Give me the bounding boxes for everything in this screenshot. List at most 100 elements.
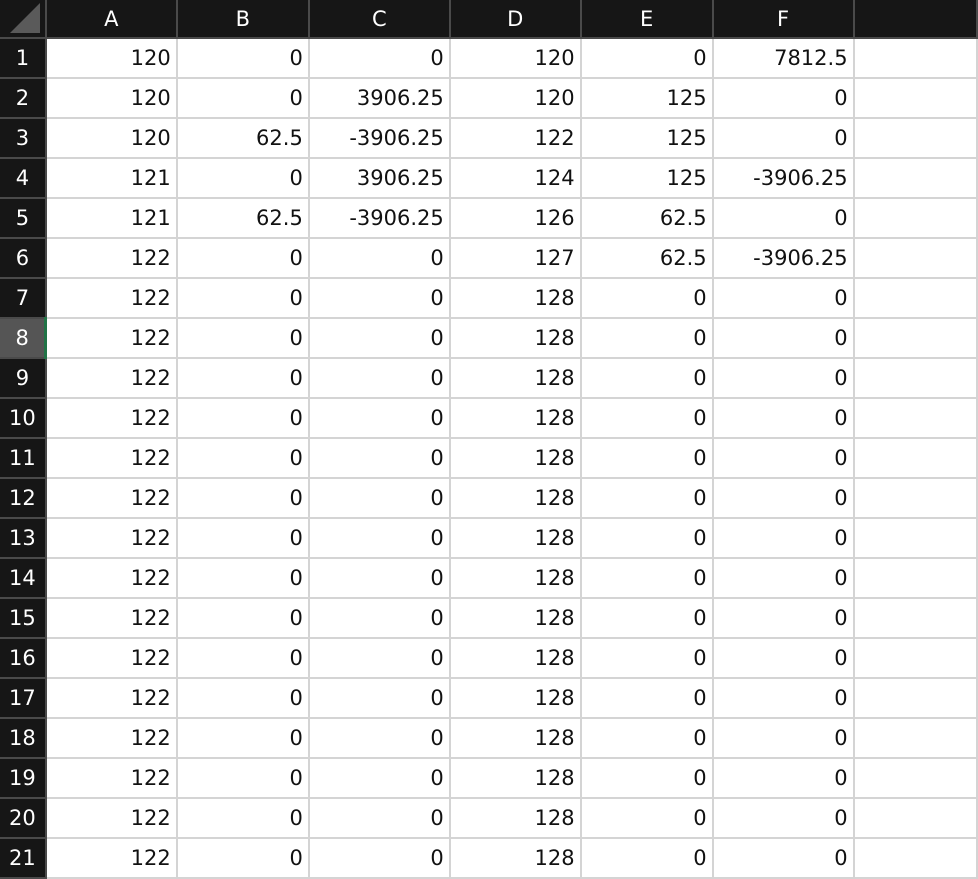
cell-b10[interactable]: 0 — [176, 398, 310, 439]
cell-e6[interactable]: 62.5 — [580, 238, 714, 279]
cell-e10[interactable]: 0 — [580, 398, 714, 439]
cell-next11[interactable] — [853, 438, 978, 479]
cell-f15[interactable]: 0 — [712, 598, 855, 639]
cell-a18[interactable]: 122 — [45, 718, 178, 759]
cell-f21[interactable]: 0 — [712, 838, 855, 879]
cell-f4[interactable]: -3906.25 — [712, 158, 855, 199]
cell-e9[interactable]: 0 — [580, 358, 714, 399]
cell-b2[interactable]: 0 — [176, 78, 310, 119]
cell-f6[interactable]: -3906.25 — [712, 238, 855, 279]
cell-d3[interactable]: 122 — [449, 118, 582, 159]
cell-c20[interactable]: 0 — [308, 798, 451, 839]
cell-e4[interactable]: 125 — [580, 158, 714, 199]
row-header-6[interactable]: 6 — [0, 238, 47, 279]
cell-f12[interactable]: 0 — [712, 478, 855, 519]
cell-next2[interactable] — [853, 78, 978, 119]
cell-a20[interactable]: 122 — [45, 798, 178, 839]
cell-b17[interactable]: 0 — [176, 678, 310, 719]
column-header-c[interactable]: C — [308, 0, 451, 39]
cell-c13[interactable]: 0 — [308, 518, 451, 559]
cell-b16[interactable]: 0 — [176, 638, 310, 679]
cell-e11[interactable]: 0 — [580, 438, 714, 479]
cell-d1[interactable]: 120 — [449, 38, 582, 79]
cell-e8[interactable]: 0 — [580, 318, 714, 359]
cell-e15[interactable]: 0 — [580, 598, 714, 639]
cell-e17[interactable]: 0 — [580, 678, 714, 719]
cell-a19[interactable]: 122 — [45, 758, 178, 799]
cell-next21[interactable] — [853, 838, 978, 879]
cell-b4[interactable]: 0 — [176, 158, 310, 199]
cell-c21[interactable]: 0 — [308, 838, 451, 879]
cell-next20[interactable] — [853, 798, 978, 839]
cell-a17[interactable]: 122 — [45, 678, 178, 719]
cell-f5[interactable]: 0 — [712, 198, 855, 239]
cell-e18[interactable]: 0 — [580, 718, 714, 759]
cell-d8[interactable]: 128 — [449, 318, 582, 359]
cell-d17[interactable]: 128 — [449, 678, 582, 719]
cell-next5[interactable] — [853, 198, 978, 239]
cell-b21[interactable]: 0 — [176, 838, 310, 879]
row-header-7[interactable]: 7 — [0, 278, 47, 319]
cell-f8[interactable]: 0 — [712, 318, 855, 359]
cell-next10[interactable] — [853, 398, 978, 439]
cell-c18[interactable]: 0 — [308, 718, 451, 759]
row-header-5[interactable]: 5 — [0, 198, 47, 239]
cell-e5[interactable]: 62.5 — [580, 198, 714, 239]
cell-e21[interactable]: 0 — [580, 838, 714, 879]
cell-b20[interactable]: 0 — [176, 798, 310, 839]
cell-f7[interactable]: 0 — [712, 278, 855, 319]
row-header-15[interactable]: 15 — [0, 598, 47, 639]
row-header-9[interactable]: 9 — [0, 358, 47, 399]
cell-d13[interactable]: 128 — [449, 518, 582, 559]
row-header-21[interactable]: 21 — [0, 838, 47, 879]
row-header-20[interactable]: 20 — [0, 798, 47, 839]
cell-c1[interactable]: 0 — [308, 38, 451, 79]
cell-b18[interactable]: 0 — [176, 718, 310, 759]
cell-a14[interactable]: 122 — [45, 558, 178, 599]
cell-a9[interactable]: 122 — [45, 358, 178, 399]
cell-c12[interactable]: 0 — [308, 478, 451, 519]
cell-next6[interactable] — [853, 238, 978, 279]
row-header-13[interactable]: 13 — [0, 518, 47, 559]
cell-e13[interactable]: 0 — [580, 518, 714, 559]
cell-d6[interactable]: 127 — [449, 238, 582, 279]
cell-c5[interactable]: -3906.25 — [308, 198, 451, 239]
cell-b12[interactable]: 0 — [176, 478, 310, 519]
cell-next18[interactable] — [853, 718, 978, 759]
cell-next13[interactable] — [853, 518, 978, 559]
cell-f13[interactable]: 0 — [712, 518, 855, 559]
cell-next15[interactable] — [853, 598, 978, 639]
cell-d5[interactable]: 126 — [449, 198, 582, 239]
cell-a6[interactable]: 122 — [45, 238, 178, 279]
row-header-19[interactable]: 19 — [0, 758, 47, 799]
cell-a21[interactable]: 122 — [45, 838, 178, 879]
cell-d11[interactable]: 128 — [449, 438, 582, 479]
cell-a11[interactable]: 122 — [45, 438, 178, 479]
row-header-4[interactable]: 4 — [0, 158, 47, 199]
cell-f10[interactable]: 0 — [712, 398, 855, 439]
cell-d4[interactable]: 124 — [449, 158, 582, 199]
row-header-17[interactable]: 17 — [0, 678, 47, 719]
cell-c16[interactable]: 0 — [308, 638, 451, 679]
row-header-1[interactable]: 1 — [0, 38, 47, 79]
select-all-button[interactable] — [0, 0, 47, 39]
cell-b9[interactable]: 0 — [176, 358, 310, 399]
column-header-e[interactable]: E — [580, 0, 714, 39]
cell-next14[interactable] — [853, 558, 978, 599]
cell-c19[interactable]: 0 — [308, 758, 451, 799]
row-header-14[interactable]: 14 — [0, 558, 47, 599]
column-header-f[interactable]: F — [712, 0, 855, 39]
cell-e16[interactable]: 0 — [580, 638, 714, 679]
cell-b5[interactable]: 62.5 — [176, 198, 310, 239]
row-header-18[interactable]: 18 — [0, 718, 47, 759]
row-header-11[interactable]: 11 — [0, 438, 47, 479]
cell-a13[interactable]: 122 — [45, 518, 178, 559]
cell-c10[interactable]: 0 — [308, 398, 451, 439]
cell-d18[interactable]: 128 — [449, 718, 582, 759]
cell-d14[interactable]: 128 — [449, 558, 582, 599]
cell-b13[interactable]: 0 — [176, 518, 310, 559]
cell-a4[interactable]: 121 — [45, 158, 178, 199]
cell-e7[interactable]: 0 — [580, 278, 714, 319]
cell-c6[interactable]: 0 — [308, 238, 451, 279]
cell-e20[interactable]: 0 — [580, 798, 714, 839]
